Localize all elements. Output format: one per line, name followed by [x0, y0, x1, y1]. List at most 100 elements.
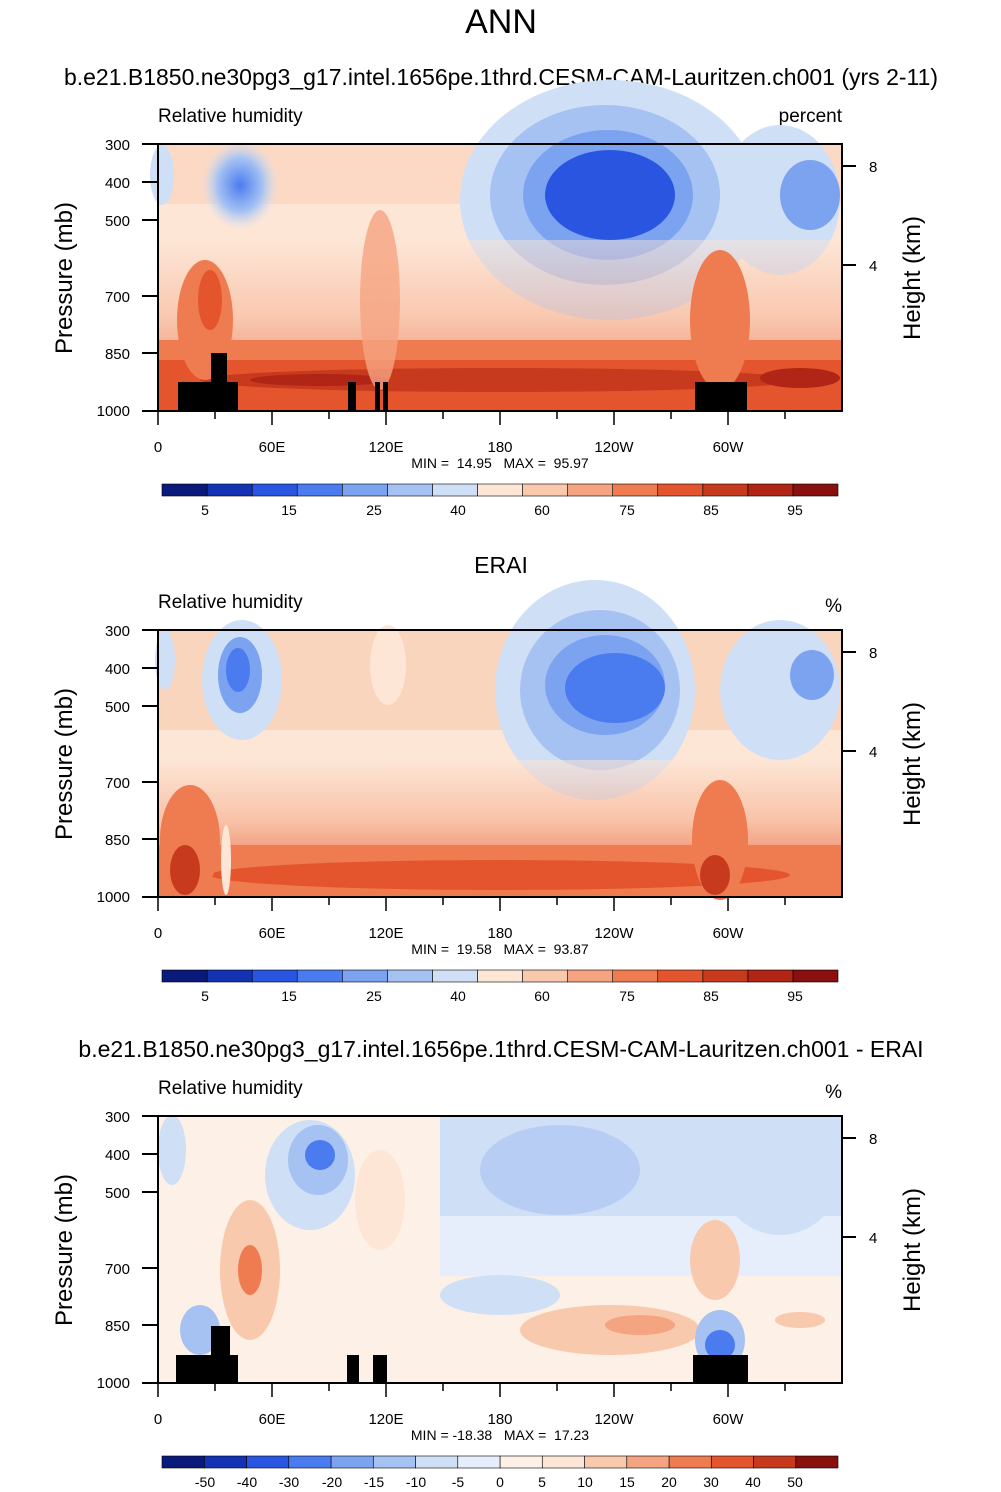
contour-field — [150, 80, 842, 411]
colorbar-swatch — [387, 483, 433, 497]
colorbar-label: 50 — [787, 1474, 803, 1490]
x-axis: 0 60E 120E 180 120W 60W — [154, 1383, 786, 1428]
colorbar-swatch — [296, 483, 343, 497]
colorbar-label: 15 — [619, 1474, 635, 1490]
colorbar-swatch — [477, 483, 523, 497]
colorbar-label: 75 — [619, 988, 635, 1004]
x-axis: 0 60E 120E 180 120W 60W — [154, 411, 786, 456]
x-tick-label: 180 — [487, 439, 512, 456]
colorbar-swatch — [206, 483, 253, 497]
colorbar-swatch — [341, 483, 388, 497]
colorbar-swatch — [477, 969, 523, 983]
x-tick-label: 60W — [713, 439, 745, 456]
min-max-stats: MIN = 14.95 MAX = 95.97 — [411, 455, 589, 471]
colorbar-label: -5 — [452, 1474, 465, 1490]
colorbar-swatch — [161, 969, 208, 983]
colorbar-swatch — [161, 483, 208, 497]
colorbar-swatch — [702, 969, 749, 983]
colorbar-swatch — [795, 1455, 839, 1469]
y-tick-label: 500 — [105, 213, 130, 230]
colorbar-label: 0 — [496, 1474, 504, 1490]
panel-difference: b.e21.B1850.ne30pg3_g17.intel.1656pe.1th… — [51, 1036, 926, 1490]
case-name: b.e21.B1850.ne30pg3_g17.intel.1656pe.1th… — [64, 64, 938, 90]
colorbar-label: 85 — [703, 502, 719, 518]
y-axis-right: 8 4 Height (km) — [842, 1131, 926, 1312]
colorbar-label: 85 — [703, 988, 719, 1004]
y-tick-label: 850 — [105, 832, 130, 849]
colorbar-swatch — [612, 483, 659, 497]
colorbar-swatch — [372, 1455, 416, 1469]
panel-model: Relative humidity percent — [51, 80, 926, 518]
x-tick-label: 60E — [259, 1411, 286, 1428]
y-axis: 300 400 500 700 850 1000 Pressure (mb) — [51, 623, 158, 906]
colorbar-label: -30 — [279, 1474, 299, 1490]
colorbar-swatch — [710, 1455, 754, 1469]
colorbar-swatch — [626, 1455, 670, 1469]
y-tick-label: 1000 — [97, 1375, 130, 1392]
figure-title: ANN — [465, 3, 537, 41]
x-axis: 0 60E 120E 180 120W 60W — [154, 897, 786, 942]
colorbar-swatch — [753, 1455, 797, 1469]
colorbar-label: 25 — [366, 502, 382, 518]
x-tick-label: 120W — [594, 439, 634, 456]
panel-erai: ERAI Relative humidity % — [51, 552, 926, 1004]
colorbar-swatch — [567, 483, 613, 497]
panel-variable: Relative humidity — [158, 592, 303, 613]
x-tick-label: 60E — [259, 439, 286, 456]
colorbar-swatch — [203, 1455, 247, 1469]
colorbar: 5 15 25 40 60 75 85 95 — [161, 483, 839, 518]
y-tick-label: 850 — [105, 1318, 130, 1335]
colorbar: -50 -40 -30 -20 -15 -10 -5 0 5 10 15 20 … — [161, 1455, 839, 1490]
colorbar-swatch — [541, 1455, 585, 1469]
colorbar-swatch — [246, 1455, 290, 1469]
x-tick-label: 120E — [368, 439, 403, 456]
y-axis-label: Pressure (mb) — [51, 202, 78, 354]
panel-variable: Relative humidity — [158, 106, 303, 127]
y-right-tick-label: 8 — [869, 645, 877, 662]
colorbar-swatch — [296, 969, 343, 983]
colorbar-swatch — [747, 969, 794, 983]
colorbar-label: 40 — [450, 988, 466, 1004]
panel-units: % — [825, 596, 842, 617]
colorbar-label: 40 — [450, 502, 466, 518]
colorbar-swatch — [415, 1455, 459, 1469]
colorbar-swatch — [792, 969, 839, 983]
colorbar-label: 25 — [366, 988, 382, 1004]
y-tick-label: 400 — [105, 175, 130, 192]
x-tick-label: 60W — [713, 1411, 745, 1428]
y-right-tick-label: 4 — [869, 258, 877, 275]
y-right-axis-label: Height (km) — [899, 1188, 926, 1312]
y-right-axis-label: Height (km) — [899, 216, 926, 340]
colorbar-swatch — [206, 969, 253, 983]
x-tick-label: 120W — [594, 925, 634, 942]
colorbar-label: 15 — [281, 502, 297, 518]
colorbar-swatch — [432, 969, 478, 983]
colorbar-swatch — [792, 483, 839, 497]
colorbar-label: 95 — [787, 502, 803, 518]
colorbar-label: -15 — [364, 1474, 384, 1490]
x-tick-label: 180 — [487, 1411, 512, 1428]
panel-variable: Relative humidity — [158, 1078, 303, 1099]
panel-title: ERAI — [474, 552, 528, 578]
colorbar-swatch — [251, 969, 298, 983]
colorbar-swatch — [567, 969, 613, 983]
colorbar-swatch — [330, 1455, 374, 1469]
colorbar-swatch — [341, 969, 388, 983]
colorbar-label: 5 — [538, 1474, 546, 1490]
x-tick-label: 0 — [154, 925, 162, 942]
contour-field — [155, 580, 842, 900]
y-tick-label: 300 — [105, 137, 130, 154]
y-tick-label: 400 — [105, 661, 130, 678]
y-tick-label: 700 — [105, 1261, 130, 1278]
colorbar-label: 60 — [534, 502, 550, 518]
x-tick-label: 60W — [713, 925, 745, 942]
colorbar-label: 40 — [745, 1474, 761, 1490]
colorbar-swatch — [702, 483, 749, 497]
colorbar-label: 75 — [619, 502, 635, 518]
colorbar-swatch — [522, 969, 568, 983]
y-tick-label: 400 — [105, 1147, 130, 1164]
colorbar-swatch — [288, 1455, 332, 1469]
colorbar-label: 60 — [534, 988, 550, 1004]
y-tick-label: 500 — [105, 1185, 130, 1202]
colorbar-label: 95 — [787, 988, 803, 1004]
